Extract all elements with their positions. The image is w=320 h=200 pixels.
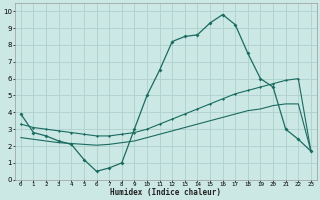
X-axis label: Humidex (Indice chaleur): Humidex (Indice chaleur) bbox=[110, 188, 221, 197]
